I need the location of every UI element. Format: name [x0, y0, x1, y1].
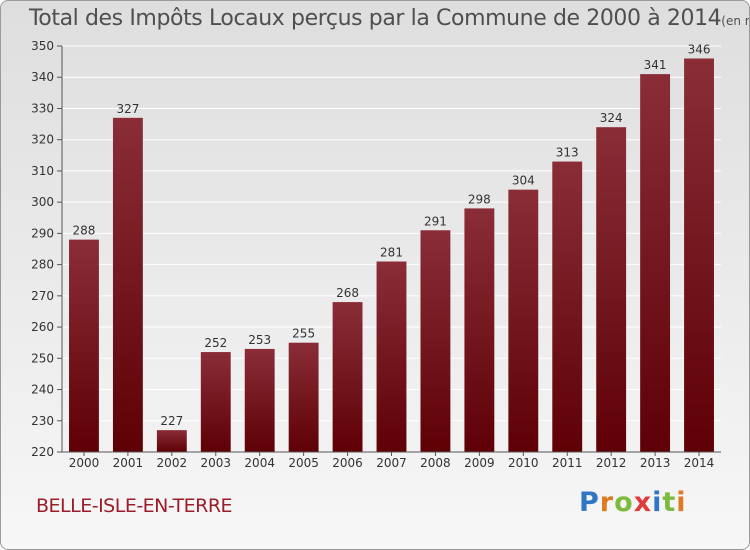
x-tick-label-2003: 2003 [200, 456, 231, 470]
data-label-2008: 291 [424, 214, 447, 228]
data-label-2010: 304 [512, 174, 535, 188]
y-tick-label: 250 [31, 351, 54, 365]
y-tick-label: 230 [31, 414, 54, 428]
y-tick-label: 330 [31, 101, 54, 115]
data-label-2012: 324 [600, 111, 623, 125]
chart-title-text: Total des Impôts Locaux perçus par la Co… [29, 6, 722, 31]
x-tick-label-2012: 2012 [596, 456, 627, 470]
x-tick-label-2008: 2008 [420, 456, 451, 470]
x-tick-label-2002: 2002 [157, 456, 188, 470]
bar-2000 [69, 239, 99, 452]
logo-letter: i [676, 487, 687, 518]
data-label-2013: 341 [644, 58, 667, 72]
data-label-2009: 298 [468, 192, 491, 206]
commune-name: BELLE-ISLE-EN-TERRE [36, 495, 233, 517]
data-label-2002: 227 [160, 414, 183, 428]
logo-letter: t [662, 487, 677, 518]
x-tick-label-2010: 2010 [508, 456, 539, 470]
x-tick-label-2013: 2013 [640, 456, 671, 470]
logo-letter: o [614, 487, 634, 518]
logo-letter: i [652, 487, 663, 518]
bar-2011 [552, 161, 583, 453]
y-tick-label: 310 [31, 164, 54, 178]
bar-2001 [112, 117, 143, 452]
bar-2004 [244, 348, 275, 452]
y-tick-label: 350 [31, 39, 54, 53]
y-tick-label: 320 [31, 133, 54, 147]
data-label-2007: 281 [380, 245, 403, 259]
logo-letter: x [633, 487, 653, 518]
bar-2003 [200, 352, 231, 452]
data-label-2001: 327 [116, 102, 139, 116]
x-tick-label-2007: 2007 [376, 456, 407, 470]
y-tick-label: 340 [31, 70, 54, 84]
data-label-2006: 268 [336, 286, 359, 300]
x-tick-label-2014: 2014 [684, 456, 715, 470]
chart-title: Total des Impôts Locaux perçus par la Co… [29, 6, 749, 31]
data-label-2005: 255 [292, 327, 315, 341]
x-tick-label-2005: 2005 [288, 456, 319, 470]
logo-letter: r [599, 487, 615, 518]
bar-2005 [288, 342, 319, 452]
proxiti-logo: Proxiti [579, 487, 687, 518]
y-tick-label: 280 [31, 258, 54, 272]
bar-2013 [640, 74, 671, 452]
x-tick-label-2001: 2001 [113, 456, 144, 470]
data-label-2014: 346 [688, 42, 711, 56]
data-label-2004: 253 [248, 333, 271, 347]
bar-2012 [596, 127, 627, 452]
y-tick-label: 220 [31, 445, 54, 459]
y-tick-label: 300 [31, 195, 54, 209]
y-tick-label: 260 [31, 320, 54, 334]
x-tick-label-2004: 2004 [244, 456, 275, 470]
bar-2007 [376, 261, 407, 452]
x-tick-label-2000: 2000 [69, 456, 100, 470]
bar-2010 [508, 189, 539, 452]
bar-2006 [332, 302, 363, 452]
bar-2008 [420, 230, 451, 452]
chart-unit: (en milliers d'€) [721, 14, 749, 28]
bar-2014 [684, 58, 714, 452]
logo-letter: P [579, 487, 600, 518]
data-label-2011: 313 [556, 146, 579, 160]
data-label-2000: 288 [73, 224, 96, 238]
x-tick-label-2006: 2006 [332, 456, 363, 470]
y-tick-label: 240 [31, 383, 54, 397]
y-tick-label: 270 [31, 289, 54, 303]
bar-2009 [464, 208, 495, 452]
y-tick-label: 290 [31, 226, 54, 240]
data-label-2003: 252 [204, 336, 227, 350]
x-tick-label-2011: 2011 [552, 456, 583, 470]
x-tick-label-2009: 2009 [464, 456, 495, 470]
bar-2002 [156, 430, 187, 452]
